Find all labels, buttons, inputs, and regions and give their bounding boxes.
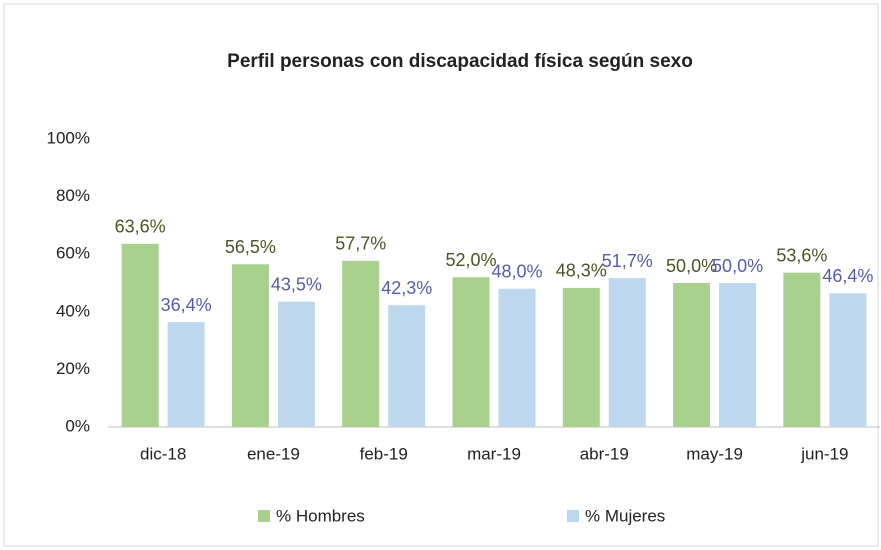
bar bbox=[167, 322, 205, 427]
bar bbox=[342, 260, 380, 427]
x-tick-label: mar-19 bbox=[467, 444, 521, 463]
bar bbox=[498, 288, 536, 427]
value-label: 43,5% bbox=[271, 274, 322, 294]
value-label: 56,5% bbox=[225, 237, 276, 257]
bar bbox=[388, 305, 426, 427]
value-label: 50,0% bbox=[712, 256, 763, 276]
chart-title: Perfil personas con discapacidad física … bbox=[227, 51, 693, 72]
value-label: 51,7% bbox=[602, 251, 653, 271]
legend-label: % Hombres bbox=[276, 506, 365, 525]
legend-swatch bbox=[258, 510, 270, 522]
bar bbox=[719, 283, 757, 427]
bar bbox=[673, 283, 711, 427]
bar bbox=[608, 278, 646, 427]
x-tick-label: feb-19 bbox=[360, 444, 408, 463]
value-label: 50,0% bbox=[666, 256, 717, 276]
bar bbox=[562, 287, 600, 427]
value-label: 46,4% bbox=[822, 266, 873, 286]
x-tick-label: ene-19 bbox=[247, 444, 300, 463]
x-tick-label: jun-19 bbox=[800, 444, 848, 463]
x-tick-label: abr-19 bbox=[580, 444, 629, 463]
value-label: 57,7% bbox=[335, 234, 386, 254]
value-label: 48,3% bbox=[556, 261, 607, 281]
value-label: 52,0% bbox=[445, 250, 496, 270]
value-label: 36,4% bbox=[161, 295, 212, 315]
x-tick-label: dic-18 bbox=[140, 444, 186, 463]
y-tick-label: 20% bbox=[56, 359, 90, 378]
value-label: 53,6% bbox=[776, 245, 827, 265]
legend-swatch bbox=[567, 510, 579, 522]
value-label: 42,3% bbox=[381, 278, 432, 298]
y-tick-label: 100% bbox=[47, 128, 90, 147]
bar bbox=[829, 293, 867, 427]
bar bbox=[783, 272, 821, 427]
legend-label: % Mujeres bbox=[585, 506, 665, 525]
y-tick-label: 80% bbox=[56, 186, 90, 205]
value-label: 63,6% bbox=[115, 217, 166, 237]
y-tick-label: 40% bbox=[56, 301, 90, 320]
bar bbox=[452, 277, 490, 427]
value-label: 48,0% bbox=[491, 262, 542, 282]
y-tick-label: 60% bbox=[56, 244, 90, 263]
bar bbox=[231, 264, 269, 427]
y-tick-label: 0% bbox=[65, 416, 90, 435]
x-tick-label: may-19 bbox=[686, 444, 743, 463]
bar bbox=[277, 301, 315, 427]
bar bbox=[121, 243, 159, 427]
